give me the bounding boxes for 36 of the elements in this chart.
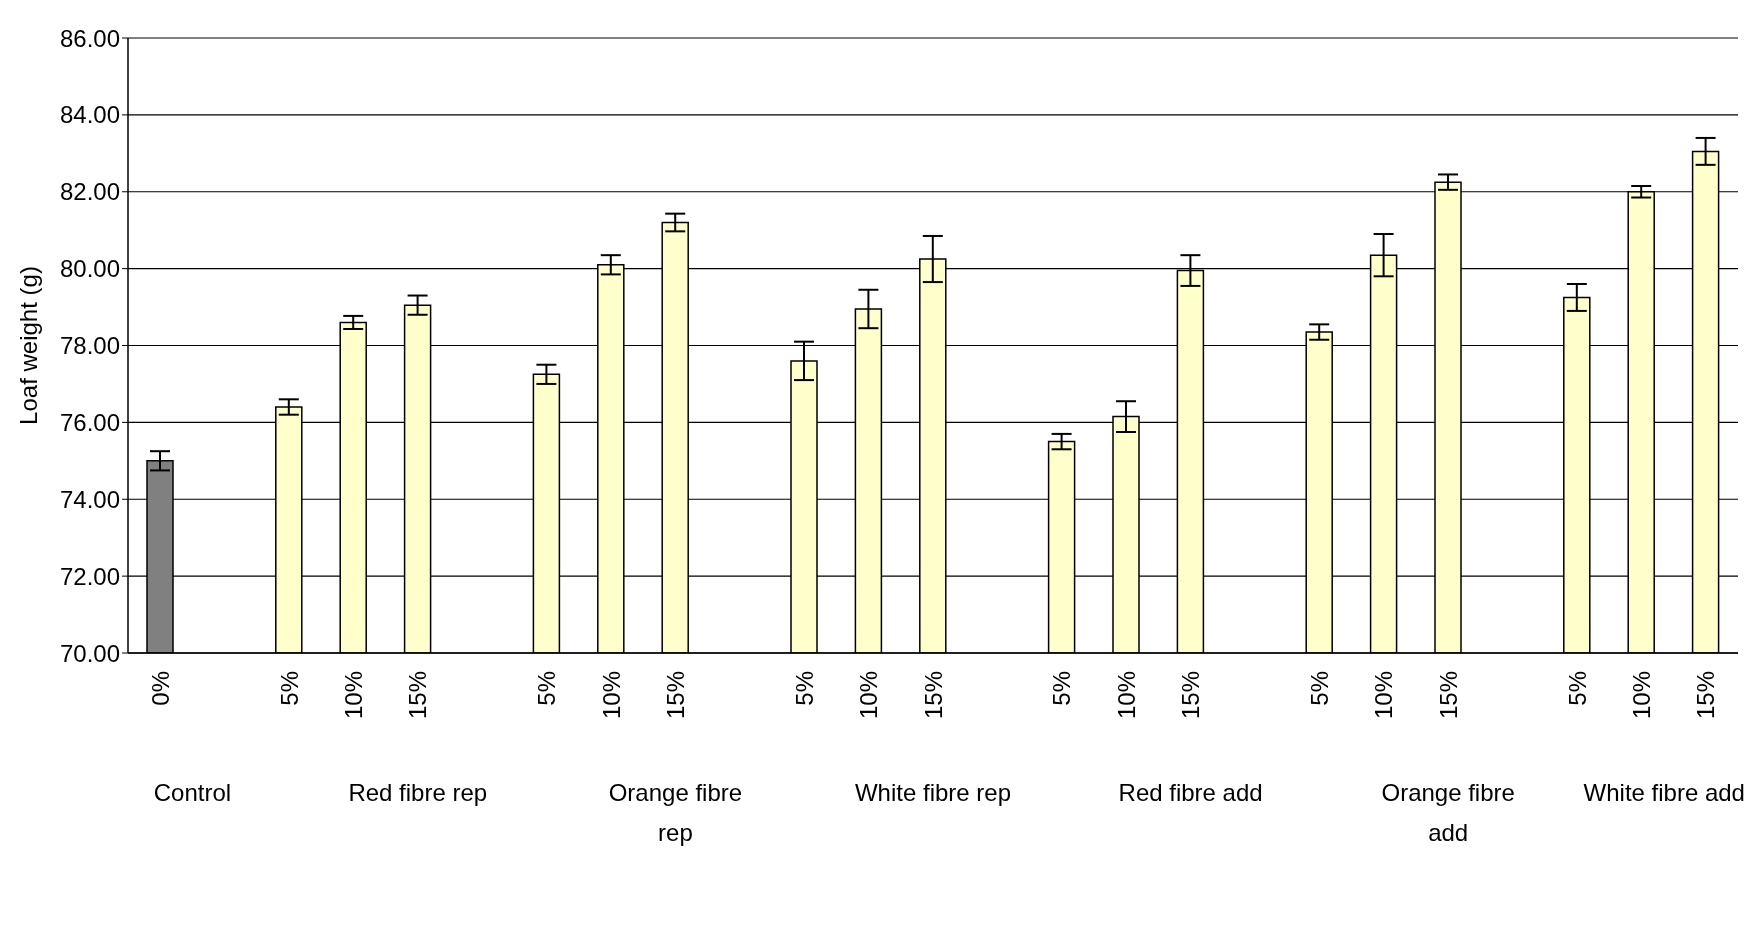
- x-tick-label: 15%: [404, 671, 432, 720]
- x-tick-label: 5%: [533, 671, 561, 706]
- x-tick-label: 5%: [275, 671, 303, 706]
- x-tick-label: 10%: [1370, 671, 1398, 720]
- y-tick-label: 78.00: [59, 332, 120, 360]
- y-tick-label: 80.00: [59, 255, 120, 283]
- x-tick-label: 5%: [1563, 671, 1591, 706]
- x-tick-label: 15%: [1177, 671, 1205, 720]
- x-tick-label: 10%: [855, 671, 883, 720]
- y-tick-label: 70.00: [59, 639, 120, 667]
- text: Orange fibre add: [1380, 778, 1516, 848]
- x-tick-label: 15%: [1692, 671, 1720, 720]
- x-tick-label: 10%: [1112, 671, 1140, 720]
- x-tick-label: 10%: [1627, 671, 1655, 720]
- y-tick-label: 84.00: [59, 101, 120, 129]
- y-tick-label: 76.00: [59, 408, 120, 436]
- y-tick-label: 86.00: [59, 24, 120, 52]
- y-tick-label: 72.00: [59, 562, 120, 590]
- x-tick-label: 5%: [1305, 671, 1333, 706]
- y-axis-title: Loaf weight (g): [14, 266, 42, 425]
- x-tick-label: 15%: [661, 671, 689, 720]
- x-tick-label: 0%: [146, 671, 174, 706]
- y-tick-label: 74.00: [59, 485, 120, 513]
- x-tick-label: 10%: [339, 671, 367, 720]
- x-tick-label: 15%: [919, 671, 947, 720]
- text: Red fibre rep: [347, 778, 489, 808]
- text: White fibre add: [1582, 778, 1746, 808]
- text: Control: [152, 778, 233, 808]
- text: White fibre rep: [853, 778, 1012, 808]
- x-tick-label: 10%: [597, 671, 625, 720]
- x-tick-label: 15%: [1434, 671, 1462, 720]
- text: Orange fibre rep: [607, 778, 744, 848]
- x-tick-label: 5%: [790, 671, 818, 706]
- y-tick-label: 82.00: [59, 178, 120, 206]
- x-tick-label: 5%: [1048, 671, 1076, 706]
- text: Red fibre add: [1117, 778, 1264, 808]
